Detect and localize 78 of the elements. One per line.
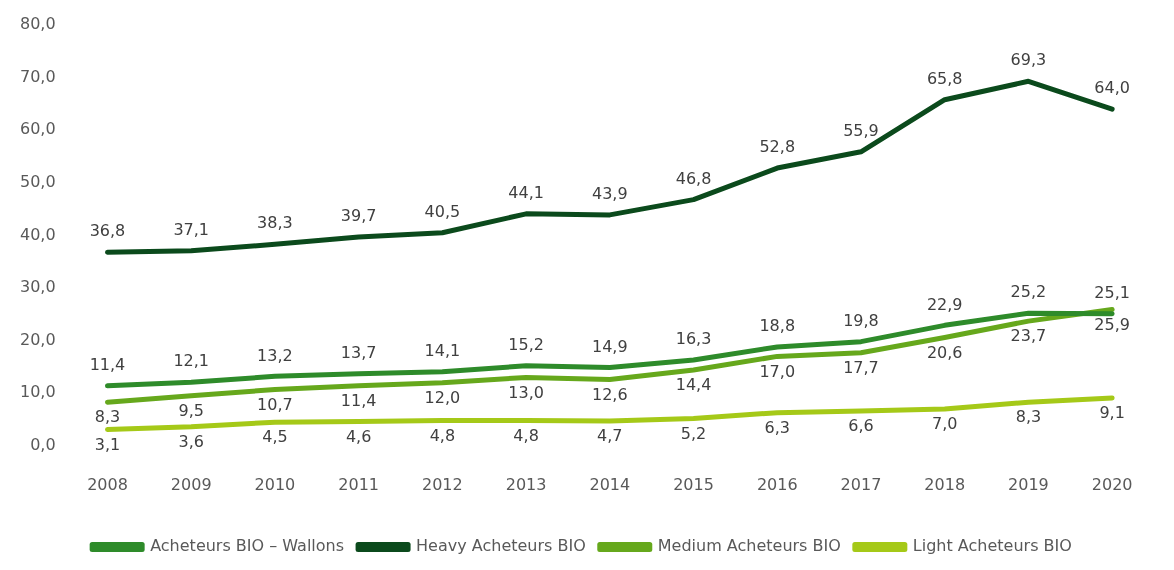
y-tick-label: 0,0 — [30, 434, 56, 454]
data-label: 17,0 — [759, 361, 796, 381]
data-label: 6,6 — [848, 416, 874, 436]
x-tick-label: 2010 — [254, 474, 296, 494]
x-tick-label: 2013 — [505, 474, 547, 494]
x-tick-label: 2019 — [1008, 474, 1049, 494]
data-label: 4,6 — [345, 426, 372, 446]
data-label: 12,6 — [592, 384, 628, 404]
x-tick-label: 2020 — [1091, 474, 1133, 494]
y-tick-label: 30,0 — [20, 277, 56, 297]
legend-label: Light Acheteurs BIO — [912, 536, 1072, 556]
data-label: 14,4 — [675, 375, 712, 395]
legend-label: Medium Acheteurs BIO — [657, 536, 841, 556]
data-label: 44,1 — [508, 182, 544, 202]
data-label: 19,8 — [843, 310, 879, 330]
data-label: 43,9 — [592, 184, 628, 204]
data-label: 3,6 — [178, 432, 204, 452]
data-label: 52,8 — [759, 137, 796, 157]
data-label: 39,7 — [340, 206, 377, 226]
y-tick-label: 80,0 — [20, 14, 56, 34]
data-label: 12,1 — [173, 351, 210, 371]
y-tick-label: 60,0 — [20, 119, 56, 139]
data-label: 18,8 — [759, 316, 796, 336]
data-label: 55,9 — [843, 120, 879, 140]
data-label: 40,5 — [424, 201, 461, 221]
data-label: 13,2 — [257, 345, 293, 365]
data-label: 6,3 — [764, 417, 790, 437]
x-tick-label: 2018 — [924, 474, 966, 494]
data-label: 5,2 — [680, 423, 707, 443]
y-tick-label: 70,0 — [20, 66, 56, 86]
data-label: 3,1 — [94, 434, 121, 454]
data-label: 22,9 — [926, 294, 963, 314]
data-label: 46,8 — [675, 168, 712, 188]
data-label: 10,7 — [257, 394, 293, 414]
data-label: 9,1 — [1099, 403, 1125, 423]
data-label: 25,2 — [1010, 282, 1047, 302]
data-label: 12,0 — [424, 387, 461, 407]
x-tick-label: 2008 — [87, 474, 128, 494]
x-tick-label: 2014 — [589, 474, 631, 494]
data-label: 8,3 — [1015, 407, 1042, 427]
data-label: 7,0 — [931, 414, 958, 434]
data-label: 37,1 — [173, 219, 210, 239]
data-label: 13,0 — [508, 382, 544, 402]
data-label: 23,7 — [1010, 326, 1047, 346]
x-tick-label: 2017 — [840, 474, 882, 494]
legend-label: Heavy Acheteurs BIO — [416, 536, 586, 556]
legend-label: Acheteurs BIO – Wallons — [150, 536, 345, 556]
data-label: 8,3 — [94, 407, 121, 427]
x-tick-label: 2015 — [673, 474, 714, 494]
data-label: 4,7 — [597, 426, 623, 446]
y-tick-label: 20,0 — [20, 329, 56, 349]
x-tick-label: 2009 — [170, 474, 212, 494]
data-label: 11,4 — [89, 354, 126, 374]
data-label: 25,1 — [1094, 282, 1130, 302]
data-label: 4,8 — [429, 425, 456, 445]
x-tick-label: 2012 — [422, 474, 463, 494]
data-label: 36,8 — [89, 221, 126, 241]
data-label: 4,5 — [262, 427, 288, 447]
data-label: 14,9 — [592, 336, 628, 356]
data-label: 16,3 — [675, 329, 712, 349]
y-tick-label: 40,0 — [20, 224, 56, 244]
data-label: 69,3 — [1010, 50, 1047, 70]
data-label: 17,7 — [843, 357, 879, 377]
data-label: 65,8 — [926, 68, 963, 88]
x-tick-label: 2011 — [338, 474, 380, 494]
data-label: 4,8 — [513, 425, 539, 445]
data-label: 25,9 — [1094, 314, 1130, 334]
data-label: 13,7 — [340, 342, 377, 362]
data-label: 9,5 — [178, 400, 204, 420]
data-label: 14,1 — [424, 340, 461, 360]
data-label: 20,6 — [926, 342, 963, 362]
y-tick-label: 10,0 — [20, 382, 56, 402]
data-label: 11,4 — [340, 390, 377, 410]
y-tick-label: 50,0 — [20, 171, 56, 191]
x-tick-label: 2016 — [756, 474, 798, 494]
data-label: 64,0 — [1094, 78, 1130, 98]
data-label: 15,2 — [508, 335, 544, 354]
data-label: 38,3 — [257, 213, 293, 233]
